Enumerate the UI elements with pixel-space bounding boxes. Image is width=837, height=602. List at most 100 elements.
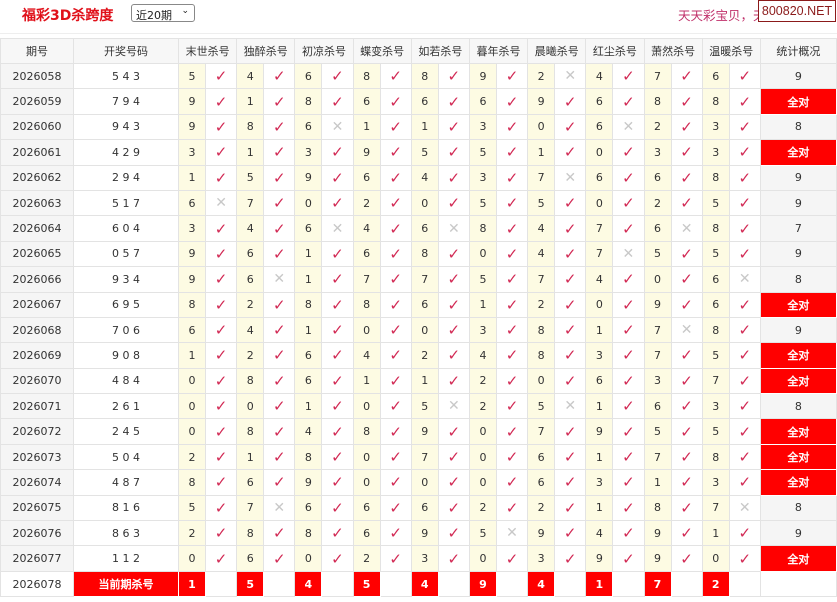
kill-number-cell: 8 — [236, 367, 265, 395]
current-kill-number: 5 — [352, 570, 381, 598]
check-icon: ✓ — [554, 545, 587, 572]
check-icon: ✓ — [379, 316, 412, 344]
check-icon: ✓ — [728, 291, 761, 318]
kill-number-cell: 9 — [468, 62, 497, 90]
check-icon: ✓ — [612, 88, 645, 115]
hit-count-cell: 8 — [759, 494, 837, 522]
kill-number-cell: 2 — [236, 342, 265, 369]
kill-number-cell: 5 — [468, 139, 497, 166]
kill-number-cell: 1 — [294, 393, 323, 420]
kill-number-cell: 6 — [236, 545, 265, 572]
check-icon: ✓ — [437, 545, 470, 572]
check-icon: ✓ — [321, 164, 354, 191]
check-icon: ✓ — [379, 443, 412, 471]
kill-number-cell: 6 — [585, 367, 614, 395]
kill-number-cell: 7 — [352, 266, 381, 293]
kill-number-cell: 6 — [643, 215, 672, 242]
issue-cell: 2026067 — [0, 291, 74, 318]
kill-number-cell: 0 — [468, 545, 497, 572]
check-icon: ✓ — [437, 139, 470, 166]
kill-number-cell: 2 — [468, 367, 497, 395]
kill-number-cell: 6 — [294, 494, 323, 522]
cross-icon: ✕ — [263, 266, 296, 293]
cross-icon: ✕ — [554, 393, 587, 420]
kill-number-cell: 1 — [236, 88, 265, 115]
check-icon: ✓ — [554, 88, 587, 115]
kill-number-cell: 0 — [468, 240, 497, 268]
check-icon: ✓ — [321, 342, 354, 369]
kill-number-cell: 5 — [701, 418, 730, 445]
check-icon: ✓ — [495, 393, 529, 420]
table-row: 2026061 4 2 9 3 ✓ 1 ✓ 3 ✓ 9 ✓ 5 ✓ 5 ✓ 1 ✓ 0 ✓ 3 ✓ 3 ✓ 全对 — [0, 139, 837, 166]
issue-cell: 2026075 — [0, 494, 74, 522]
kill-number-cell: 4 — [236, 62, 265, 90]
check-icon: ✓ — [204, 342, 238, 369]
kill-number-cell: 2 — [352, 545, 381, 572]
check-icon: ✓ — [612, 418, 645, 445]
check-icon: ✓ — [670, 367, 703, 395]
draw-cell: 4 8 4 — [73, 367, 179, 395]
kill-number-cell: 0 — [585, 139, 614, 166]
kill-number-cell: 2 — [410, 342, 439, 369]
current-kill-number: 4 — [294, 570, 323, 598]
table-header-row: 期号 开奖号码 末世杀号 独醉杀号 初凉杀号 蝶变杀号 如若杀号 暮年杀号 晨曦杀号 红尘杀号 萧然… — [0, 38, 837, 64]
check-icon: ✓ — [728, 367, 761, 395]
kill-number-cell: 9 — [585, 418, 614, 445]
kill-number-cell: 6 — [468, 88, 497, 115]
kill-number-cell: 8 — [701, 215, 730, 242]
check-icon: ✓ — [321, 393, 354, 420]
kill-number-cell: 1 — [410, 367, 439, 395]
check-icon: ✓ — [437, 418, 470, 445]
kill-number-cell: 8 — [294, 520, 323, 547]
kill-number-cell: 9 — [643, 545, 672, 572]
page-header: 福彩3D杀跨度 近20期 ⌄ 天天彩宝贝，天 800820.NET — [0, 0, 837, 34]
empty-cell — [495, 570, 529, 598]
check-icon: ✓ — [263, 520, 296, 547]
kill-number-cell: 4 — [236, 215, 265, 242]
kill-number-cell: 9 — [294, 164, 323, 191]
check-icon: ✓ — [612, 215, 645, 242]
kill-number-cell: 1 — [236, 443, 265, 471]
current-kill-number: 5 — [236, 570, 265, 598]
kill-number-cell: 0 — [643, 266, 672, 293]
kill-number-cell: 6 — [527, 443, 556, 471]
hit-count-cell: 9 — [759, 240, 837, 268]
check-icon: ✓ — [670, 164, 703, 191]
period-select[interactable]: 近20期 ⌄ — [131, 4, 195, 22]
check-icon: ✓ — [728, 443, 761, 471]
header-stats: 统计概况 — [759, 38, 837, 64]
kill-number-cell: 8 — [236, 520, 265, 547]
check-icon: ✓ — [437, 494, 470, 522]
check-icon: ✓ — [612, 316, 645, 344]
site-brand-link[interactable]: 800820.NET — [758, 0, 836, 22]
check-icon: ✓ — [379, 520, 412, 547]
check-icon: ✓ — [204, 139, 238, 166]
check-icon: ✓ — [495, 88, 529, 115]
issue-cell: 2026069 — [0, 342, 74, 369]
check-icon: ✓ — [612, 266, 645, 293]
empty-cell — [437, 570, 470, 598]
kill-number-cell: 7 — [410, 443, 439, 471]
kill-number-cell: 9 — [585, 545, 614, 572]
table-row: 2026071 2 6 1 0 ✓ 0 ✓ 1 ✓ 0 ✓ 5 ✕ 2 ✓ 5 ✕ 1 ✓ 6 ✓ 3 ✓ 8 — [0, 393, 837, 420]
check-icon: ✓ — [437, 469, 470, 496]
kill-span-table: 期号 开奖号码 末世杀号 独醉杀号 初凉杀号 蝶变杀号 如若杀号 暮年杀号 晨曦杀号 红尘杀号 萧然… — [0, 38, 837, 598]
kill-number-cell: 0 — [178, 418, 206, 445]
check-icon: ✓ — [495, 139, 529, 166]
check-icon: ✓ — [554, 266, 587, 293]
check-icon: ✓ — [437, 266, 470, 293]
issue-cell: 2026066 — [0, 266, 74, 293]
kill-number-cell: 5 — [643, 418, 672, 445]
kill-number-cell: 5 — [701, 342, 730, 369]
check-icon: ✓ — [554, 367, 587, 395]
check-icon: ✓ — [263, 316, 296, 344]
kill-number-cell: 9 — [410, 418, 439, 445]
kill-number-cell: 3 — [643, 139, 672, 166]
period-select-value: 近20期 — [136, 9, 172, 22]
check-icon: ✓ — [670, 393, 703, 420]
kill-number-cell: 2 — [527, 291, 556, 318]
draw-cell: 1 1 2 — [73, 545, 179, 572]
issue-cell: 2026060 — [0, 113, 74, 141]
check-icon: ✓ — [495, 494, 529, 522]
kill-number-cell: 4 — [585, 266, 614, 293]
